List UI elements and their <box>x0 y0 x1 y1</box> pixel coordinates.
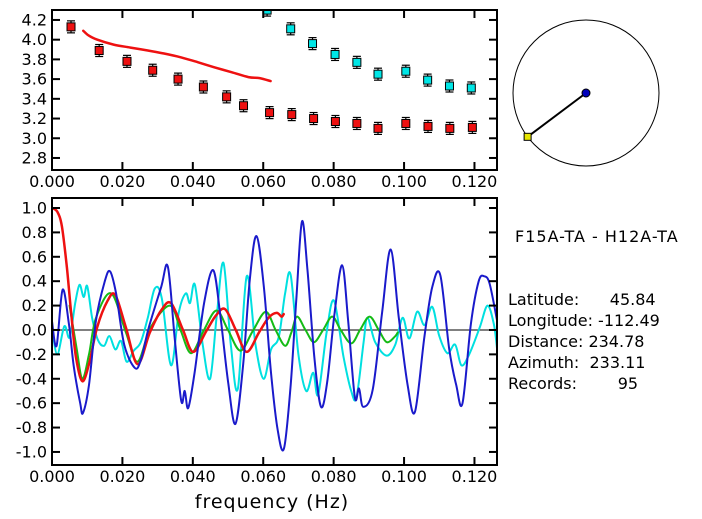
y-tick-label: 3.0 <box>22 129 47 148</box>
picked-phase-velocities-marker <box>173 74 183 84</box>
x-tick-label: 0.100 <box>381 172 427 191</box>
x-tick-label: 0.000 <box>29 172 75 191</box>
y-tick-label: 3.6 <box>22 70 47 89</box>
alternate-branch-velocities-marker <box>373 69 383 79</box>
x-axis-title: frequency (Hz) <box>195 491 349 513</box>
picked-phase-velocities-marker <box>467 122 477 132</box>
y-tick-label: -1.0 <box>16 442 47 461</box>
x-tick-label: 0.080 <box>311 467 357 486</box>
dial-ring <box>512 19 660 167</box>
cross-spectrum-panel-series <box>52 206 497 452</box>
picked-phase-velocities-marker <box>330 116 340 126</box>
azimuth-endpoint-marker <box>523 132 532 141</box>
picked-phase-velocities-marker <box>373 123 383 133</box>
phase-velocity-panel: 0.000 0.020 0.040 0.060 0.080 0.100 0.1202.83.… <box>22 9 498 191</box>
picked-phase-velocities-marker <box>222 92 232 102</box>
axis-box <box>51 9 498 171</box>
x-tick-label: 0.100 <box>381 467 427 486</box>
y-tick-label: 0.2 <box>22 296 47 315</box>
picked-phase-velocities-marker <box>122 56 132 66</box>
y-tick-label: 4.0 <box>22 30 47 49</box>
alternate-branch-velocities-marker <box>352 57 362 67</box>
alternate-branch-velocities-marker <box>444 81 454 91</box>
alternate-branch-velocities-marker <box>286 24 296 34</box>
y-tick-label: 3.4 <box>22 89 47 108</box>
y-tick-label: 2.8 <box>22 148 47 167</box>
x-tick-label: 0.120 <box>452 172 498 191</box>
picked-phase-velocities-marker <box>265 108 275 118</box>
picked-phase-velocities-marker <box>423 121 433 131</box>
alternate-branch-velocities-marker <box>330 49 340 59</box>
axis-box <box>51 197 498 466</box>
picked-phase-velocities-marker <box>445 123 455 133</box>
azimuth-pointer <box>527 92 587 138</box>
station-center-dot <box>581 88 591 98</box>
station-info: F15A-TA - H12A-TA Latitude: 45.84 Longitu… <box>508 184 679 436</box>
picked-phase-velocities-marker <box>148 65 158 75</box>
x-tick-label: 0.040 <box>170 467 216 486</box>
info-line-latitude: Latitude: 45.84 <box>508 290 656 309</box>
smoothed-spectrum-curve <box>52 261 497 402</box>
station-info-lines: Latitude: 45.84 Longitude: -112.49 Distanc… <box>508 289 679 394</box>
y-tick-label: 0.6 <box>22 247 47 266</box>
x-tick-label: 0.060 <box>240 467 286 486</box>
x-tick-label: 0.040 <box>170 172 216 191</box>
info-line-records: Records: 95 <box>508 374 639 393</box>
y-tick-label: 0.4 <box>22 272 47 291</box>
azimuth-dial <box>512 19 660 167</box>
alternate-branch-velocities-marker <box>308 39 318 49</box>
y-tick-label: -0.4 <box>16 369 47 388</box>
picked-phase-velocities-marker <box>352 118 362 128</box>
station-pair-title: F15A-TA - H12A-TA <box>515 227 679 246</box>
info-line-azimuth: Azimuth: 233.11 <box>508 353 646 372</box>
y-tick-label: 4.2 <box>22 10 47 29</box>
x-tick-label: 0.020 <box>100 172 146 191</box>
x-tick-label: 0.120 <box>452 467 498 486</box>
y-tick-label: 0.0 <box>22 320 47 339</box>
picked-phase-velocities-marker <box>239 101 249 111</box>
picked-phase-velocities-marker <box>94 46 104 56</box>
picked-phase-velocities-marker <box>66 22 76 32</box>
y-tick-label: 3.8 <box>22 50 47 69</box>
y-tick-label: 3.2 <box>22 109 47 128</box>
phase-velocity-panel-series <box>66 10 477 135</box>
y-tick-label: -0.6 <box>16 394 47 413</box>
alternate-branch-velocities-marker <box>401 66 411 76</box>
reference-dispersion-curve-curve <box>82 29 272 83</box>
picked-phase-velocities-marker <box>309 114 319 124</box>
info-line-longitude: Longitude: -112.49 <box>508 311 660 330</box>
picked-phase-velocities-marker <box>198 82 208 92</box>
windowed-bessel-curve <box>52 206 285 383</box>
x-tick-label: 0.080 <box>311 172 357 191</box>
y-tick-label: 0.8 <box>22 223 47 242</box>
y-tick-label: 1.0 <box>22 199 47 218</box>
picked-phase-velocities-marker <box>401 118 411 128</box>
picked-phase-velocities-marker <box>287 110 297 120</box>
x-tick-label: 0.060 <box>240 172 286 191</box>
cross-spectrum-panel: 0.000 0.020 0.040 0.060 0.080 0.100 0.120 -1.0 -… <box>16 197 498 486</box>
alternate-branch-velocities-marker <box>423 75 433 85</box>
x-tick-label: 0.020 <box>100 467 146 486</box>
y-tick-label: -0.2 <box>16 345 47 364</box>
real-cross-spectrum-curve <box>52 220 497 452</box>
alternate-branch-velocities-marker <box>466 83 476 93</box>
info-line-distance: Distance: 234.78 <box>508 332 645 351</box>
y-tick-label: -0.8 <box>16 418 47 437</box>
x-tick-label: 0.000 <box>29 467 75 486</box>
